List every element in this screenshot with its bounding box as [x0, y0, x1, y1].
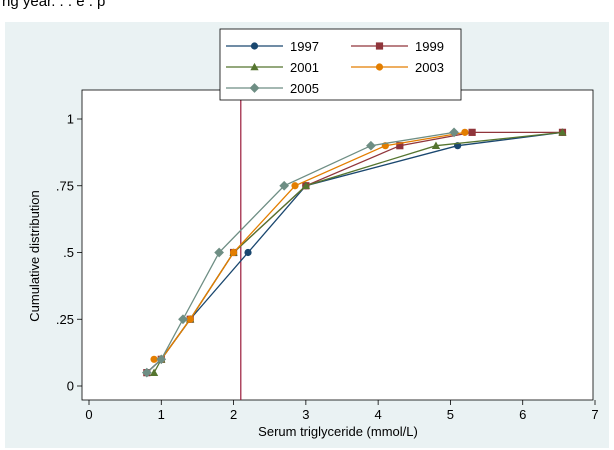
legend-marker-1997 — [250, 42, 259, 50]
x-tick-label-2: 2 — [230, 407, 237, 422]
x-tick-label-6: 6 — [519, 407, 526, 422]
series-layer — [141, 127, 567, 378]
x-tick-label-3: 3 — [302, 407, 309, 422]
chart-panel: 0 1 2 3 4 5 6 7 0.25.5.75 1 1997 1999 2001 2003 2005 … — [5, 22, 609, 448]
point-2001-5 — [431, 141, 441, 150]
point-2003-3 — [229, 248, 238, 257]
point-2005-4 — [279, 180, 290, 191]
point-2003-6 — [461, 128, 469, 136]
legend-item-1997: 1997 — [226, 39, 319, 54]
point-2005-2 — [178, 314, 188, 325]
point-2005-1 — [156, 354, 167, 365]
legend-marker-2005 — [249, 83, 260, 93]
axes: 0 1 2 3 4 5 6 7 0 .25 .5 .75 1 — [56, 90, 599, 422]
legend-marker-2001 — [250, 62, 259, 71]
legend-label-1997: 1997 — [290, 39, 319, 54]
y-axis-title: Cumulative distribution — [27, 190, 42, 322]
point-2005-6 — [449, 127, 459, 138]
point-2003-0 — [150, 355, 158, 363]
x-tick-label-1: 1 — [158, 407, 165, 422]
top-caption: ng year. . . e . p — [2, 0, 106, 10]
y-tick-label-4: 1 — [67, 112, 74, 127]
point-2005-0 — [141, 367, 152, 378]
point-2003-2 — [186, 315, 194, 323]
legend-item-1999: 1999 — [351, 39, 444, 54]
point-1999-6 — [468, 128, 476, 136]
legend-item-2001: 2001 — [226, 60, 319, 75]
legend: 1997 1999 2001 2003 2005 — [219, 28, 462, 101]
point-2005-3 — [214, 247, 224, 258]
legend-label-2001: 2001 — [290, 60, 319, 75]
legend-label-2003: 2003 — [415, 60, 444, 75]
legend-label-1999: 1999 — [415, 39, 444, 54]
legend-label-2005: 2005 — [290, 81, 319, 96]
point-2001-0 — [149, 368, 159, 376]
y-tick-label-1: .25 — [56, 312, 74, 327]
point-1997-3 — [244, 248, 252, 257]
x-axis-title: Serum triglyceride (mmol/L) — [258, 424, 418, 439]
x-tick-label-5: 5 — [447, 407, 454, 422]
y-tick-label-0: 0 — [67, 379, 74, 394]
legend-item-2003: 2003 — [351, 60, 444, 75]
x-tick-label-0: 0 — [85, 407, 92, 422]
point-2003-4 — [291, 182, 299, 190]
y-tick-label-3: .75 — [56, 178, 74, 193]
x-tick-label-7: 7 — [591, 407, 598, 422]
legend-marker-1999 — [375, 42, 384, 50]
x-tick-label-4: 4 — [375, 407, 382, 422]
point-2001-4 — [301, 181, 310, 190]
y-tick-label-2: .5 — [63, 245, 74, 260]
plot-area — [81, 89, 594, 401]
legend-marker-2003 — [375, 63, 384, 71]
point-2001-6 — [558, 128, 567, 136]
point-1999-5 — [396, 142, 404, 150]
legend-item-2005: 2005 — [226, 81, 319, 96]
